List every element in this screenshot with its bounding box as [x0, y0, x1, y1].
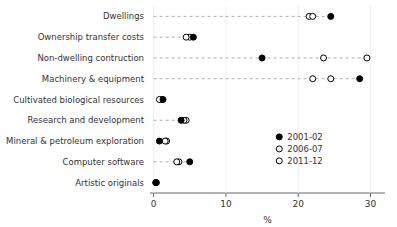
category-label: Artistic originals	[75, 178, 144, 188]
category-label: Ownership transfer costs	[38, 32, 145, 42]
x-tick	[298, 193, 299, 197]
dot	[160, 97, 166, 103]
plot-area	[153, 13, 370, 185]
x-tick-label: 30	[365, 199, 377, 209]
x-axis-label: %	[263, 215, 272, 225]
grid-line	[370, 6, 371, 193]
x-tick	[370, 193, 371, 197]
x-tick-label: 20	[293, 199, 305, 209]
dot	[310, 13, 316, 19]
legend-label: 2001-02	[287, 132, 323, 142]
category-label: Research and development	[28, 115, 145, 125]
dot	[153, 180, 159, 186]
dot	[183, 34, 189, 40]
grid-line	[153, 6, 154, 193]
dot	[259, 55, 265, 61]
x-tick	[225, 193, 226, 197]
legend-label: 2011-12	[287, 156, 323, 166]
category-label: Cultivated biological resources	[13, 95, 144, 105]
grid-line	[225, 6, 226, 193]
dot	[364, 55, 370, 61]
dot	[153, 180, 159, 186]
dot	[156, 138, 162, 144]
dot	[187, 159, 193, 165]
dot	[328, 13, 334, 19]
x-axis-line	[150, 193, 385, 194]
legend-label: 2006-07	[287, 144, 323, 154]
dot	[154, 180, 160, 186]
legend-marker	[276, 134, 282, 140]
dot	[178, 117, 184, 123]
guide-line	[154, 161, 190, 162]
dot	[321, 55, 327, 61]
x-tick-label: 0	[151, 199, 157, 209]
category-label: Machinery & equipment	[42, 74, 145, 84]
category-label: Dwellings	[103, 11, 145, 21]
x-tick-label: 10	[220, 199, 232, 209]
category-label: Computer software	[63, 157, 144, 167]
x-tick	[153, 193, 154, 197]
category-label: Mineral & petroleum exploration	[6, 136, 144, 146]
legend-marker	[276, 158, 282, 164]
legend: 2001-02 2006-07 2011-12	[276, 132, 323, 166]
dot	[174, 159, 180, 165]
dot	[190, 34, 196, 40]
dot	[162, 138, 168, 144]
dot	[328, 76, 334, 82]
dot	[357, 76, 363, 82]
category-label: Non-dwelling contruction	[37, 53, 144, 63]
legend-marker	[276, 146, 282, 152]
chart: 0 10 20 30% Artistic originals Computer softw…	[0, 0, 397, 227]
guide-line	[154, 16, 331, 17]
dot	[310, 76, 316, 82]
